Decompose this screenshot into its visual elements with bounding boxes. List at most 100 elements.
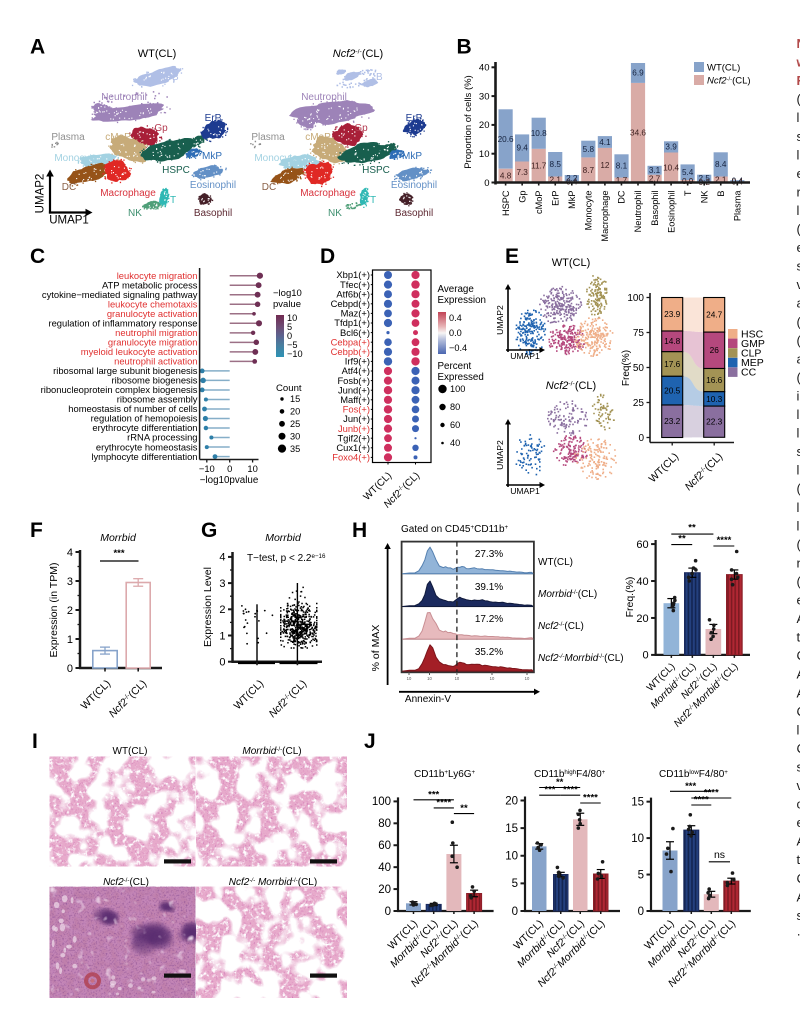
svg-text:40: 40	[378, 862, 391, 874]
svg-text:Ncf2-/-(CL): Ncf2-/-(CL)	[103, 877, 149, 888]
svg-text:CD11b+Ly6G+: CD11b+Ly6G+	[414, 769, 476, 780]
svg-text:Tgif2(+): Tgif2(+)	[337, 432, 370, 443]
svg-text:27.3%: 27.3%	[475, 549, 503, 560]
svg-text:WT(CL): WT(CL)	[113, 746, 148, 757]
svg-text:Basophil: Basophil	[650, 191, 660, 226]
svg-text:H: H	[352, 519, 367, 542]
svg-text:Morrbid: Morrbid	[265, 532, 302, 544]
svg-text:**: **	[460, 803, 468, 814]
svg-text:Ncf2-/-(CL): Ncf2-/-(CL)	[707, 76, 751, 87]
svg-text:20: 20	[479, 120, 490, 131]
svg-text:0: 0	[484, 178, 489, 189]
svg-text:Expression: Expression	[438, 295, 486, 306]
svg-text:60: 60	[450, 420, 460, 430]
svg-text:CD11blowF4/80+: CD11blowF4/80+	[659, 769, 728, 780]
svg-text:60: 60	[636, 539, 648, 551]
svg-text:A: A	[797, 685, 800, 700]
svg-text:A: A	[797, 889, 800, 904]
svg-text:Macrophage: Macrophage	[300, 188, 356, 199]
svg-text:40: 40	[479, 63, 490, 74]
svg-text:Jund(+): Jund(+)	[338, 384, 370, 395]
svg-text:5.4: 5.4	[682, 168, 694, 177]
svg-text:****: ****	[436, 797, 451, 808]
svg-text:3.9: 3.9	[665, 143, 677, 152]
svg-text:MEP: MEP	[741, 357, 764, 369]
svg-text:0: 0	[227, 463, 232, 474]
svg-text:HSC: HSC	[741, 328, 764, 340]
svg-text:NK: NK	[328, 208, 342, 219]
svg-text:39.1%: 39.1%	[475, 582, 503, 593]
svg-text:ribosome assembly: ribosome assembly	[117, 394, 198, 405]
svg-text:G: G	[201, 519, 217, 542]
svg-text:l: l	[797, 500, 800, 515]
svg-text:C: C	[797, 648, 800, 663]
svg-text:1.7: 1.7	[616, 176, 628, 185]
svg-text:****: ****	[583, 793, 598, 804]
svg-text:Irf9(+): Irf9(+)	[345, 356, 370, 367]
svg-text:WT(CL): WT(CL)	[138, 48, 177, 60]
svg-text:10.3: 10.3	[706, 394, 723, 404]
svg-text:15: 15	[505, 823, 518, 835]
svg-text:2.5: 2.5	[699, 174, 711, 183]
svg-text:l: l	[797, 407, 800, 422]
svg-text:UMAP2: UMAP2	[35, 174, 47, 214]
svg-text:l: l	[797, 426, 800, 441]
svg-text:Morrbid-/-(CL): Morrbid-/-(CL)	[242, 746, 301, 757]
svg-text:Cebpb(+): Cebpb(+)	[331, 346, 370, 357]
svg-text:l: l	[797, 518, 800, 533]
svg-text:−log10: −log10	[273, 288, 302, 299]
svg-text:20: 20	[636, 613, 648, 625]
svg-text:% of MAX: % of MAX	[370, 625, 382, 672]
svg-text:erythrocyte homeostasis: erythrocyte homeostasis	[96, 441, 198, 452]
svg-text:s: s	[797, 759, 800, 774]
svg-text:5: 5	[638, 869, 644, 881]
svg-text:35.2%: 35.2%	[475, 647, 503, 658]
svg-text:Maff(+): Maff(+)	[340, 394, 370, 405]
svg-text:9.4: 9.4	[516, 144, 528, 153]
svg-text:20: 20	[290, 407, 300, 417]
svg-text:MkP: MkP	[202, 151, 222, 162]
svg-text:23.2: 23.2	[664, 416, 681, 426]
svg-text:5: 5	[287, 322, 292, 332]
svg-text:2.1: 2.1	[550, 175, 562, 184]
svg-text:Expressed: Expressed	[438, 372, 484, 383]
svg-text:30: 30	[290, 431, 300, 441]
svg-text:Macrophage: Macrophage	[100, 188, 156, 199]
svg-text:l: l	[797, 722, 800, 737]
svg-text:B: B	[457, 36, 472, 59]
svg-text:22.3: 22.3	[706, 417, 723, 427]
svg-text:UMAP2: UMAP2	[495, 305, 505, 335]
svg-text:F: F	[797, 73, 800, 88]
svg-text:granulocyte activation: granulocyte activation	[107, 308, 198, 319]
svg-text:s: s	[797, 444, 800, 459]
svg-text:Gp: Gp	[517, 191, 527, 203]
svg-text:0.4: 0.4	[449, 313, 462, 323]
svg-text:t: t	[797, 630, 800, 645]
svg-text:WT(CL): WT(CL)	[707, 63, 740, 74]
svg-text:17.2%: 17.2%	[475, 614, 503, 625]
svg-text:40: 40	[450, 438, 460, 448]
svg-text:homeostasis of number of cells: homeostasis of number of cells	[68, 403, 198, 414]
svg-text:l: l	[797, 203, 800, 218]
svg-text:−5: −5	[287, 340, 297, 350]
svg-text:80: 80	[450, 402, 460, 412]
svg-text:C: C	[797, 741, 800, 756]
svg-text:5.8: 5.8	[583, 145, 595, 154]
svg-text:Fos(+): Fos(+)	[343, 404, 370, 415]
svg-text:Xbp1(+): Xbp1(+)	[336, 269, 370, 280]
svg-text:·: ·	[797, 926, 800, 941]
svg-text:s: s	[797, 259, 800, 274]
svg-text:***: ***	[544, 785, 555, 796]
svg-text:t: t	[797, 852, 800, 867]
svg-text:B: B	[376, 72, 383, 83]
svg-text:Plasma: Plasma	[733, 190, 743, 222]
svg-text:Cux1(+): Cux1(+)	[336, 442, 370, 453]
svg-text:10: 10	[455, 676, 460, 681]
svg-text:l: l	[797, 463, 800, 478]
svg-text:10: 10	[631, 833, 644, 845]
svg-text:2: 2	[67, 605, 73, 617]
svg-text:rRNA processing: rRNA processing	[127, 432, 197, 443]
svg-text:(: (	[797, 333, 800, 348]
svg-text:**: **	[678, 533, 686, 544]
svg-text:4: 4	[67, 547, 73, 559]
